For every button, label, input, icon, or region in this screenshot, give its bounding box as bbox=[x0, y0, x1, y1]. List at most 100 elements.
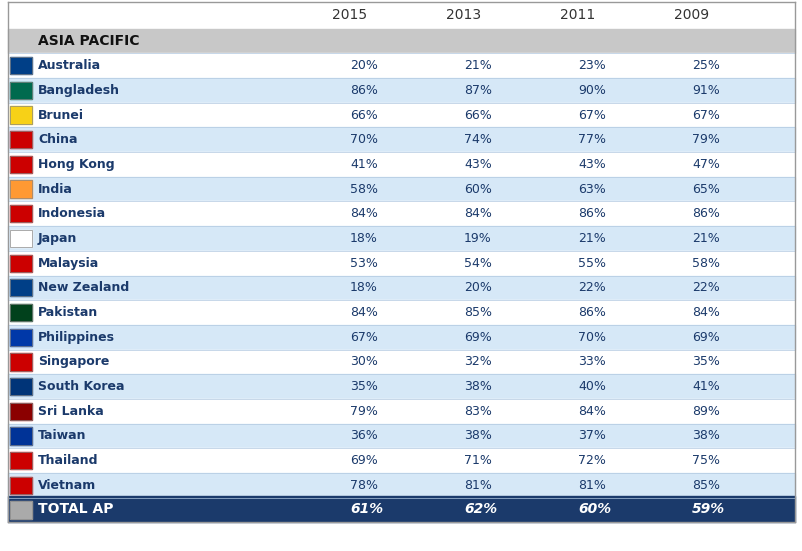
Text: 60%: 60% bbox=[577, 502, 610, 516]
Text: 90%: 90% bbox=[577, 84, 606, 97]
Text: 33%: 33% bbox=[577, 355, 605, 369]
Bar bbox=[10, 304, 32, 321]
Bar bbox=[8, 300, 794, 325]
Bar bbox=[8, 473, 794, 498]
Text: 58%: 58% bbox=[350, 182, 378, 196]
Text: 2013: 2013 bbox=[446, 8, 481, 23]
Text: 67%: 67% bbox=[577, 109, 606, 122]
Bar bbox=[10, 230, 32, 247]
Bar bbox=[10, 255, 32, 272]
Text: 41%: 41% bbox=[350, 158, 377, 171]
Text: 36%: 36% bbox=[350, 429, 377, 442]
Bar bbox=[8, 103, 794, 127]
Bar bbox=[10, 230, 32, 247]
Bar bbox=[10, 57, 32, 74]
Text: 75%: 75% bbox=[691, 454, 719, 467]
Text: 86%: 86% bbox=[350, 84, 378, 97]
Text: 55%: 55% bbox=[577, 257, 606, 269]
Bar bbox=[8, 152, 794, 177]
Bar bbox=[10, 427, 32, 445]
Text: 54%: 54% bbox=[464, 257, 492, 269]
Text: Other AP: Other AP bbox=[38, 504, 101, 516]
Text: Thailand: Thailand bbox=[38, 454, 99, 467]
Text: Sri Lanka: Sri Lanka bbox=[38, 405, 103, 418]
Text: Brunei: Brunei bbox=[38, 109, 84, 122]
Text: 84%: 84% bbox=[577, 405, 606, 418]
Text: 81%: 81% bbox=[577, 479, 606, 491]
Text: 74%: 74% bbox=[464, 133, 492, 146]
Bar bbox=[10, 57, 32, 74]
Bar bbox=[8, 424, 794, 448]
Bar bbox=[8, 325, 794, 349]
Text: Vietnam: Vietnam bbox=[38, 479, 96, 491]
Bar bbox=[8, 251, 794, 276]
Text: 69%: 69% bbox=[350, 454, 377, 467]
Text: ASIA PACIFIC: ASIA PACIFIC bbox=[38, 34, 140, 48]
Text: 62%: 62% bbox=[464, 502, 496, 516]
Text: 72%: 72% bbox=[577, 454, 606, 467]
Text: 2009: 2009 bbox=[674, 8, 709, 23]
Bar bbox=[10, 353, 32, 370]
Text: 84%: 84% bbox=[464, 207, 492, 220]
Bar bbox=[8, 127, 794, 152]
Bar bbox=[10, 131, 32, 148]
Text: South Korea: South Korea bbox=[38, 380, 124, 393]
Text: 40%: 40% bbox=[577, 380, 606, 393]
Text: 38%: 38% bbox=[464, 429, 492, 442]
Text: 79%: 79% bbox=[691, 133, 719, 146]
Bar bbox=[10, 181, 32, 198]
Text: Malaysia: Malaysia bbox=[38, 257, 99, 269]
Text: 22%: 22% bbox=[691, 282, 719, 294]
Text: 84%: 84% bbox=[691, 306, 719, 319]
Text: 43%: 43% bbox=[577, 158, 605, 171]
Bar bbox=[10, 378, 32, 395]
Bar bbox=[8, 498, 794, 522]
Bar bbox=[10, 452, 32, 469]
Text: 78%: 78% bbox=[350, 479, 378, 491]
Text: 84%: 84% bbox=[350, 207, 378, 220]
Text: 41%: 41% bbox=[691, 380, 719, 393]
Text: Indonesia: Indonesia bbox=[38, 207, 106, 220]
Bar bbox=[8, 202, 794, 226]
Text: 43%: 43% bbox=[464, 158, 491, 171]
Text: 25%: 25% bbox=[691, 60, 719, 72]
Text: 81%: 81% bbox=[464, 479, 492, 491]
Text: 18%: 18% bbox=[350, 282, 378, 294]
Bar bbox=[10, 131, 32, 148]
Bar bbox=[10, 403, 32, 420]
Text: 69%: 69% bbox=[691, 331, 719, 344]
Text: 77%: 77% bbox=[577, 133, 606, 146]
Text: 86%: 86% bbox=[577, 207, 606, 220]
Text: 66%: 66% bbox=[464, 109, 491, 122]
Text: Japan: Japan bbox=[38, 232, 77, 245]
Bar bbox=[10, 156, 32, 173]
Bar bbox=[10, 106, 32, 124]
Text: 38%: 38% bbox=[464, 380, 492, 393]
Bar bbox=[10, 82, 32, 99]
Text: Philippines: Philippines bbox=[38, 331, 115, 344]
Text: 67%: 67% bbox=[350, 331, 378, 344]
Bar bbox=[8, 2, 794, 29]
Text: China: China bbox=[38, 133, 78, 146]
Text: 37%: 37% bbox=[577, 429, 606, 442]
Text: Pakistan: Pakistan bbox=[38, 306, 98, 319]
Text: 66%: 66% bbox=[350, 109, 377, 122]
Text: 91%: 91% bbox=[577, 504, 605, 516]
Text: 87%: 87% bbox=[350, 504, 378, 516]
Text: 47%: 47% bbox=[691, 158, 719, 171]
Bar bbox=[8, 495, 794, 522]
Text: Hong Kong: Hong Kong bbox=[38, 158, 115, 171]
Bar bbox=[10, 477, 32, 494]
Text: 85%: 85% bbox=[464, 306, 492, 319]
Bar bbox=[10, 205, 32, 223]
Text: 2015: 2015 bbox=[332, 8, 367, 23]
Bar bbox=[10, 328, 32, 346]
Text: 90%: 90% bbox=[691, 504, 719, 516]
Text: 21%: 21% bbox=[691, 232, 719, 245]
Bar bbox=[10, 279, 32, 296]
Text: 35%: 35% bbox=[691, 355, 719, 369]
Bar bbox=[10, 205, 32, 223]
Text: 85%: 85% bbox=[691, 479, 719, 491]
Text: Bangladesh: Bangladesh bbox=[38, 84, 119, 97]
Text: 89%: 89% bbox=[691, 405, 719, 418]
